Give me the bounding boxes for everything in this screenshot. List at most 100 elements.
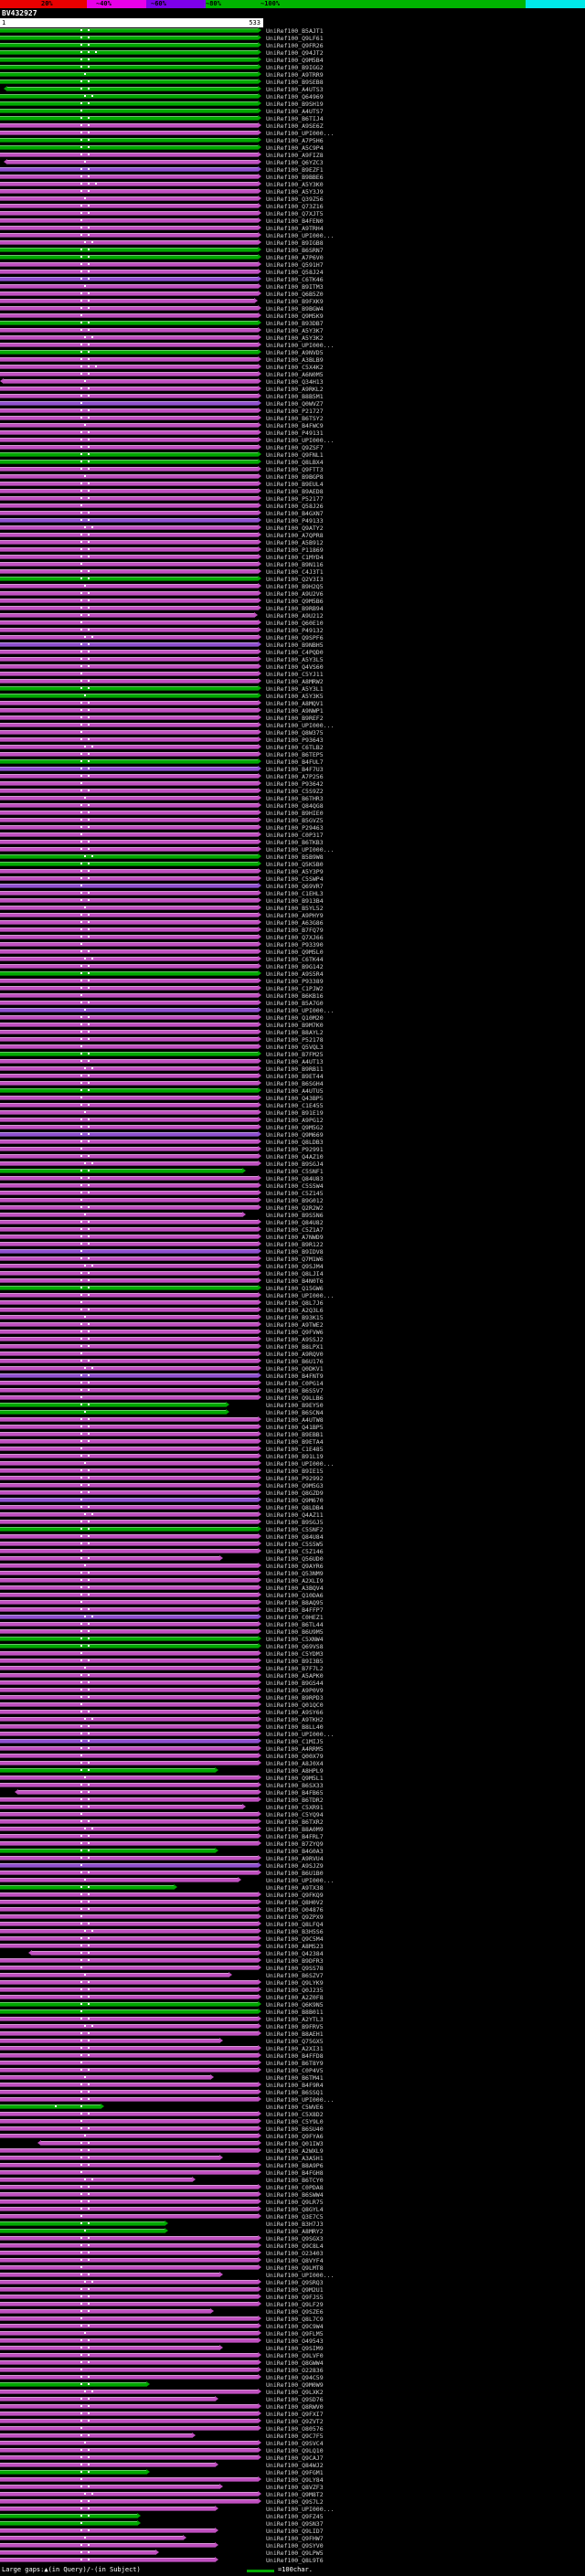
hit-bar[interactable] (0, 1519, 261, 1524)
hit-bar[interactable] (0, 1738, 261, 1744)
hit-bar[interactable] (0, 883, 261, 888)
hit-label[interactable]: UniRef100_Q9LXK2 (266, 2389, 324, 2396)
hit-label[interactable]: UniRef100_B93K15 (266, 1314, 324, 1321)
hit-bar[interactable] (0, 561, 261, 567)
hit-bar[interactable] (0, 1760, 261, 1765)
hit-label[interactable]: UniRef100_Q9SS78 (266, 1965, 324, 1972)
hit-bar[interactable] (0, 685, 261, 691)
hit-bar[interactable] (0, 590, 261, 596)
hit-label[interactable]: UniRef100_Q34H13 (266, 378, 324, 386)
hit-label[interactable]: UniRef100_Q9S7L2 (266, 2498, 324, 2506)
hit-label[interactable]: UniRef100_A5Y3K2 (266, 334, 324, 342)
hit-label[interactable]: UniRef100_Q9SVC4 (266, 2440, 324, 2447)
hit-bar[interactable] (0, 1438, 261, 1444)
hit-bar[interactable] (0, 634, 261, 640)
hit-label[interactable]: UniRef100_A8MS23 (266, 1943, 324, 1950)
hit-bar[interactable] (0, 1402, 229, 1407)
hit-bar[interactable] (0, 2323, 261, 2328)
hit-bar[interactable] (0, 1767, 218, 1773)
hit-label[interactable]: UniRef100_Q9M8T2 (266, 2491, 324, 2498)
hit-bar[interactable] (0, 305, 261, 311)
hit-bar[interactable] (0, 239, 261, 245)
hit-bar[interactable] (0, 327, 261, 333)
hit-bar[interactable] (0, 364, 261, 369)
hit-bar[interactable] (0, 2308, 214, 2314)
hit-label[interactable]: UniRef100_C6TK46 (266, 276, 324, 283)
hit-bar[interactable] (0, 970, 261, 976)
hit-label[interactable]: UniRef100_A8MRY2 (266, 2228, 324, 2235)
hit-bar[interactable] (0, 481, 261, 486)
hit-bar[interactable] (0, 1446, 261, 1451)
hit-label[interactable]: UniRef100_B93DB7 (266, 320, 324, 327)
hit-label[interactable]: UniRef100_UPI000... (266, 2506, 335, 2513)
hit-bar[interactable] (0, 1782, 261, 1787)
hit-bar[interactable] (0, 1080, 261, 1086)
hit-bar[interactable] (0, 203, 261, 208)
hit-label[interactable]: UniRef100_B6SU40 (266, 2125, 324, 2133)
hit-label[interactable]: UniRef100_C5Y9L0 (266, 2118, 324, 2125)
hit-label[interactable]: UniRef100_C5Z1A7 (266, 1226, 324, 1234)
hit-bar[interactable] (0, 1650, 261, 1656)
hit-label[interactable]: UniRef100_Q7XJ66 (266, 934, 324, 941)
hit-label[interactable]: UniRef100_B6KB16 (266, 992, 324, 1000)
hit-label[interactable]: UniRef100_A9U2V6 (266, 590, 324, 598)
hit-bar[interactable] (0, 437, 261, 442)
hit-bar[interactable] (0, 2118, 261, 2124)
hit-bar[interactable] (0, 1416, 261, 1422)
hit-bar[interactable] (0, 1862, 261, 1868)
hit-label[interactable]: UniRef100_B9ET44 (266, 1073, 324, 1080)
hit-bar[interactable] (0, 1234, 261, 1239)
hit-label[interactable]: UniRef100_C5Z146 (266, 1548, 324, 1555)
hit-bar[interactable] (0, 2111, 261, 2116)
hit-bar[interactable] (0, 700, 261, 705)
hit-label[interactable]: UniRef100_C1PJW2 (266, 985, 324, 992)
hit-label[interactable]: UniRef100_Q84U83 (266, 1175, 324, 1182)
hit-label[interactable]: UniRef100_Q94JT2 (266, 49, 324, 57)
hit-bar[interactable] (0, 1256, 261, 1261)
hit-label[interactable]: UniRef100_C5S5W5 (266, 1541, 324, 1548)
hit-label[interactable]: UniRef100_B5GVZ5 (266, 817, 324, 824)
hit-bar[interactable] (0, 2038, 223, 2043)
hit-bar[interactable] (0, 890, 261, 896)
hit-bar[interactable] (0, 1219, 261, 1224)
hit-bar[interactable] (0, 2023, 261, 2029)
hit-label[interactable]: UniRef100_Q9M669 (266, 1131, 324, 1139)
hit-label[interactable]: UniRef100_O23403 (266, 2250, 324, 2257)
hit-bar[interactable] (0, 1818, 261, 1824)
hit-bar[interactable] (0, 1277, 261, 1283)
hit-bar[interactable] (0, 715, 261, 720)
hit-label[interactable]: UniRef100_B3H5S6 (266, 1928, 324, 1935)
hit-label[interactable]: UniRef100_Q9FTT3 (266, 466, 324, 473)
hit-label[interactable]: UniRef100_Q0DKV1 (266, 1365, 324, 1373)
hit-bar[interactable] (0, 1299, 261, 1305)
hit-bar[interactable] (0, 1263, 261, 1268)
hit-label[interactable]: UniRef100_Q9LLB6 (266, 1394, 324, 1402)
hit-bar[interactable] (0, 2294, 261, 2299)
hit-bar[interactable] (0, 495, 261, 501)
hit-bar[interactable] (0, 810, 261, 815)
hit-label[interactable]: UniRef100_Q6K9N5 (266, 2001, 324, 2009)
hit-label[interactable]: UniRef100_B9REF2 (266, 715, 324, 722)
hit-bar[interactable] (0, 2045, 261, 2051)
hit-bar[interactable] (0, 1365, 261, 1371)
hit-bar[interactable] (0, 1153, 261, 1159)
hit-bar[interactable] (0, 897, 261, 903)
hit-label[interactable]: UniRef100_Q0J235 (266, 1987, 324, 1994)
hit-bar[interactable] (0, 342, 261, 347)
hit-bar[interactable] (0, 1797, 261, 1802)
hit-label[interactable]: UniRef100_Q9ZSF7 (266, 444, 324, 451)
hit-bar[interactable] (0, 1826, 261, 1831)
hit-label[interactable]: UniRef100_C6TK44 (266, 956, 324, 963)
hit-label[interactable]: UniRef100_A9PHY9 (266, 912, 324, 919)
hit-bar[interactable] (0, 1102, 261, 1108)
hit-bar[interactable] (0, 693, 261, 698)
hit-label[interactable]: UniRef100_B9SGJ5 (266, 1519, 324, 1526)
hit-bar[interactable] (0, 627, 261, 632)
hit-label[interactable]: UniRef100_P49132 (266, 627, 324, 634)
hit-label[interactable]: UniRef100_Q9C9W4 (266, 2323, 324, 2330)
hit-label[interactable]: UniRef100_B6TEP5 (266, 751, 324, 758)
hit-bar[interactable] (0, 941, 261, 947)
hit-bar[interactable] (0, 1482, 261, 1488)
hit-label[interactable]: UniRef100_Q8RWV0 (266, 2403, 324, 2411)
hit-bar[interactable] (0, 985, 261, 991)
